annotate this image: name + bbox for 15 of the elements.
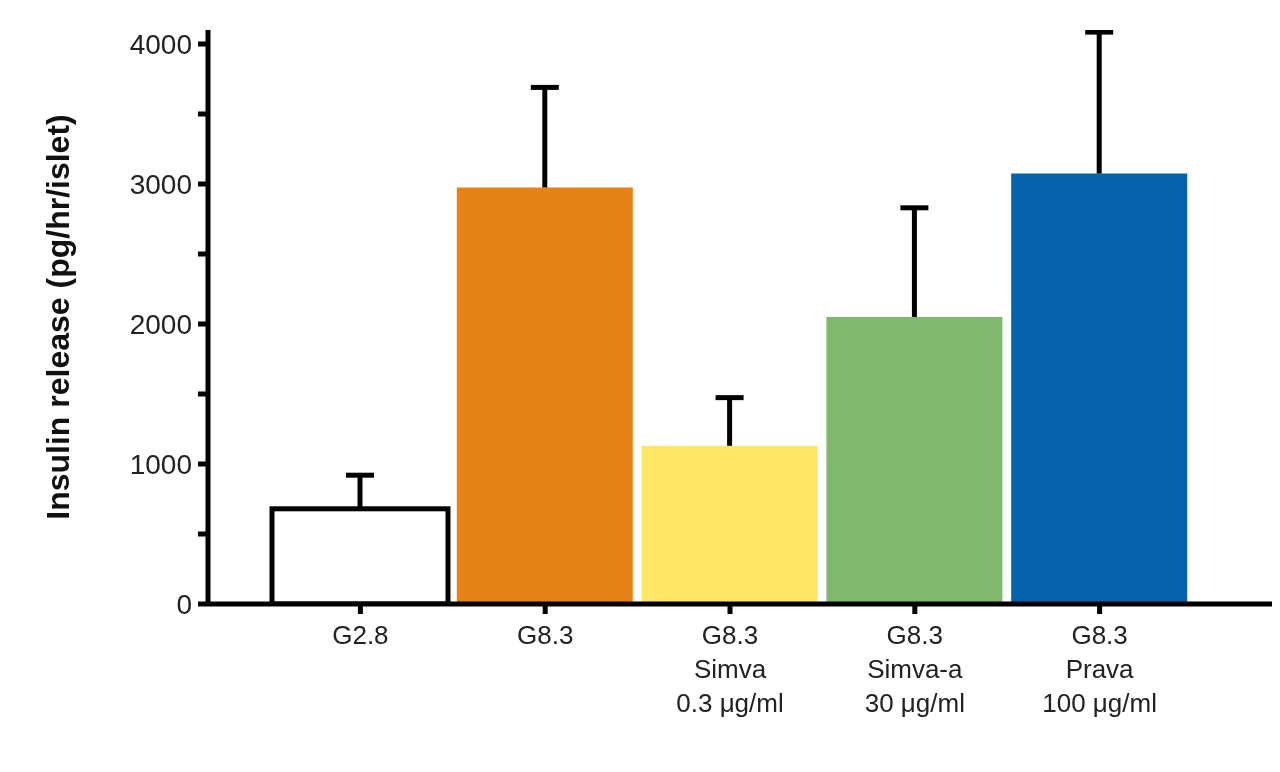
y-tick-label: 1000 <box>129 449 192 480</box>
x-tick-label: G8.3 Simva 0.3 μg/ml <box>676 620 784 718</box>
y-tick-label: 3000 <box>129 169 192 200</box>
bar <box>826 317 1003 604</box>
y-tick-label: 4000 <box>129 29 192 60</box>
x-tick-label: G8.3 Prava 100 μg/ml <box>1042 620 1157 718</box>
x-tick-label: G8.3 Simva-a 30 μg/ml <box>864 620 965 718</box>
y-axis-title: Insulin release (pg/hr/islet) <box>40 114 77 520</box>
bar <box>1011 173 1188 604</box>
bar <box>456 187 633 604</box>
y-tick-label: 0 <box>176 589 192 620</box>
x-tick-label: G8.3 <box>517 620 574 650</box>
y-tick-label: 2000 <box>129 309 192 340</box>
x-tick-label: G2.8 <box>332 620 389 650</box>
bar <box>641 445 818 604</box>
